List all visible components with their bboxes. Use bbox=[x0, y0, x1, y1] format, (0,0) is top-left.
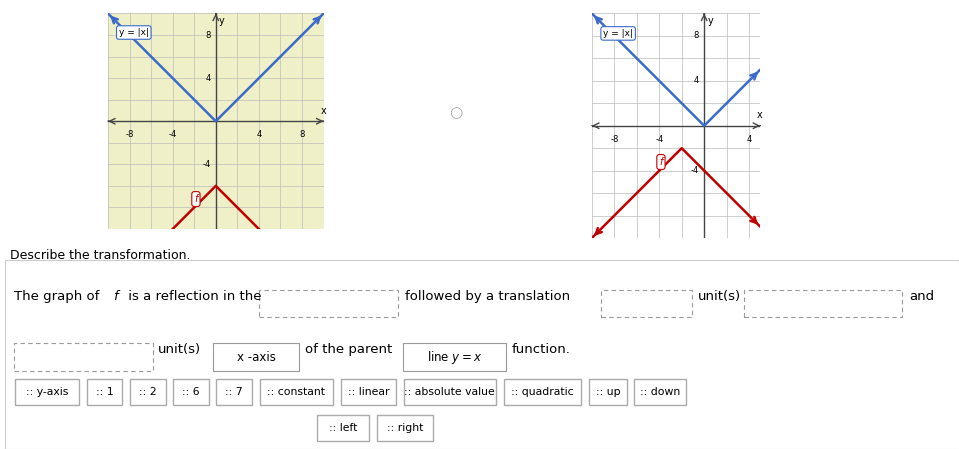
Text: is a reflection in the: is a reflection in the bbox=[124, 290, 261, 303]
Text: unit(s): unit(s) bbox=[158, 343, 201, 357]
Text: :: linear: :: linear bbox=[347, 387, 389, 397]
Text: :: 2: :: 2 bbox=[139, 387, 156, 397]
Text: :: up: :: up bbox=[596, 387, 620, 397]
Text: function.: function. bbox=[512, 343, 571, 357]
Text: :: down: :: down bbox=[641, 387, 680, 397]
Text: y: y bbox=[708, 16, 713, 26]
Text: :: constant: :: constant bbox=[268, 387, 325, 397]
Text: f: f bbox=[113, 290, 118, 303]
Text: :: 7: :: 7 bbox=[225, 387, 243, 397]
Text: 8: 8 bbox=[693, 31, 698, 40]
Text: 4: 4 bbox=[205, 74, 210, 83]
Text: 4: 4 bbox=[256, 130, 262, 139]
Text: f: f bbox=[195, 194, 198, 204]
Text: x -axis: x -axis bbox=[237, 351, 275, 364]
Text: :: left: :: left bbox=[329, 423, 357, 433]
Text: :: 6: :: 6 bbox=[182, 387, 199, 397]
Text: y = |x|: y = |x| bbox=[119, 28, 149, 37]
Text: The graph of: The graph of bbox=[14, 290, 104, 303]
Text: -4: -4 bbox=[690, 166, 698, 175]
Text: Describe the transformation.: Describe the transformation. bbox=[10, 249, 190, 262]
Text: :: right: :: right bbox=[386, 423, 423, 433]
Text: -4: -4 bbox=[655, 135, 664, 144]
Text: -8: -8 bbox=[126, 130, 133, 139]
Text: 4: 4 bbox=[746, 135, 752, 144]
Text: :: 1: :: 1 bbox=[96, 387, 113, 397]
Text: and: and bbox=[909, 290, 934, 303]
Text: :: quadratic: :: quadratic bbox=[511, 387, 574, 397]
Text: f: f bbox=[659, 157, 663, 167]
Text: 4: 4 bbox=[693, 76, 698, 85]
Text: x: x bbox=[757, 110, 762, 120]
Text: 8: 8 bbox=[299, 130, 305, 139]
Text: -4: -4 bbox=[169, 130, 176, 139]
Text: :: absolute value: :: absolute value bbox=[405, 387, 495, 397]
Text: :: y-axis: :: y-axis bbox=[26, 387, 68, 397]
Text: line $y = x$: line $y = x$ bbox=[427, 349, 482, 366]
Text: y = |x|: y = |x| bbox=[603, 29, 633, 38]
Text: 8: 8 bbox=[205, 31, 210, 40]
Text: unit(s): unit(s) bbox=[698, 290, 741, 303]
Text: of the parent: of the parent bbox=[305, 343, 392, 357]
Text: x: x bbox=[320, 106, 326, 116]
Text: -8: -8 bbox=[610, 135, 619, 144]
Text: ○: ○ bbox=[449, 105, 462, 120]
Text: y: y bbox=[219, 16, 224, 26]
Text: followed by a translation: followed by a translation bbox=[405, 290, 570, 303]
Text: -4: -4 bbox=[202, 160, 210, 169]
